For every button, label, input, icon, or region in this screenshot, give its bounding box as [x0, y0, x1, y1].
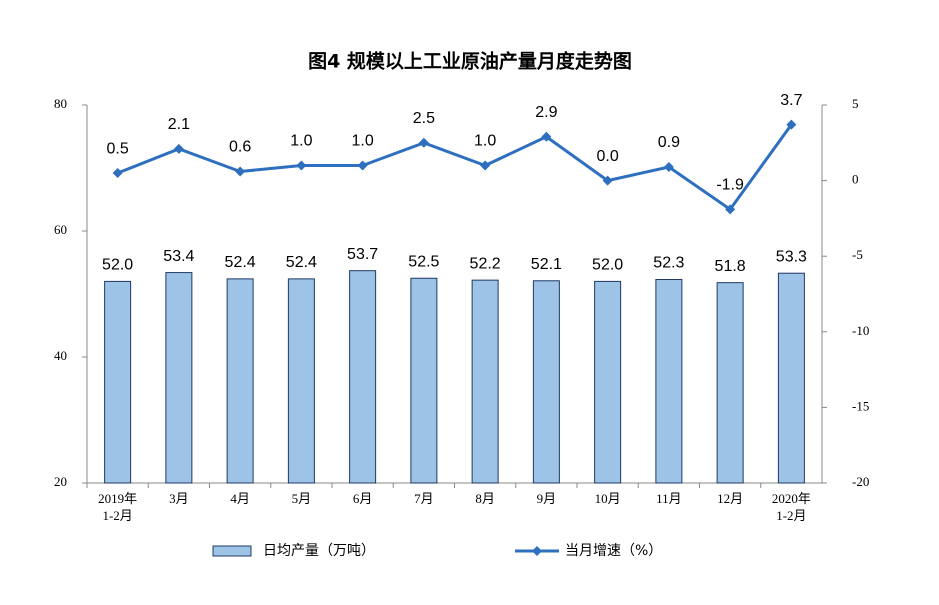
x-tick-label: 7月: [414, 491, 434, 506]
line-value-label: 1.0: [352, 133, 374, 150]
bar: [655, 279, 683, 484]
bar: [471, 279, 499, 484]
y2-tick-label: -10: [852, 323, 869, 338]
x-tick-label: 10月: [595, 491, 621, 506]
line-marker: [112, 168, 123, 179]
line-value-label: 1.0: [290, 133, 312, 150]
x-tick-label: 3月: [169, 491, 189, 506]
line-marker: [663, 161, 674, 172]
line-marker: [418, 137, 429, 148]
bar-value-label: 52.4: [225, 254, 256, 271]
line-value-label: 0.5: [107, 140, 129, 157]
line-value-label: 2.1: [168, 116, 190, 133]
bar: [226, 278, 254, 484]
bar: [410, 277, 438, 484]
bar-value-label: 52.0: [102, 257, 133, 274]
bar: [716, 282, 744, 484]
y-tick-label: 60: [54, 222, 67, 237]
x-tick-label: 8月: [475, 491, 495, 506]
bar-value-label: 52.1: [531, 256, 562, 273]
bar-value-label: 52.2: [470, 255, 501, 272]
x-tick-label: 9月: [537, 491, 557, 506]
legend-label: 日均产量（万吨）: [263, 543, 375, 559]
y2-tick-label: 0: [852, 172, 859, 187]
line-marker: [296, 160, 307, 171]
legend-label: 当月增速（%）: [565, 543, 662, 559]
legend-swatch: [212, 545, 252, 557]
line-marker: [235, 166, 246, 177]
line-marker: [480, 160, 491, 171]
line-marker: [725, 204, 736, 215]
bar-value-label: 52.4: [286, 254, 317, 271]
line-value-label: 2.9: [535, 104, 557, 121]
y2-tick-label: -15: [852, 398, 869, 413]
line-marker: [602, 175, 613, 186]
y-tick-label: 80: [54, 96, 67, 111]
line-value-label: 0.9: [658, 134, 680, 151]
bar: [287, 278, 315, 484]
bar-value-label: 53.7: [347, 246, 378, 263]
x-tick-label: 6月: [353, 491, 373, 506]
line-marker: [173, 143, 184, 154]
line-marker: [786, 119, 797, 130]
bar-value-label: 53.3: [776, 248, 807, 265]
bar: [532, 280, 560, 484]
bar: [349, 270, 377, 484]
line-marker: [357, 160, 368, 171]
bar: [777, 272, 805, 484]
y2-tick-label: 5: [852, 96, 859, 111]
chart-title: 图4 规模以上工业原油产量月度走势图: [308, 50, 632, 73]
line-value-label: 2.5: [413, 110, 435, 127]
line-value-label: 0.6: [229, 139, 251, 156]
y-tick-label: 40: [54, 348, 67, 363]
y-tick-label: 20: [54, 474, 67, 489]
bar-value-label: 52.3: [653, 255, 684, 272]
line-value-label: 0.0: [597, 148, 619, 165]
bar: [165, 272, 193, 484]
y2-tick-label: -20: [852, 474, 869, 489]
bar-value-label: 52.5: [408, 253, 439, 270]
x-tick-label: 4月: [230, 491, 250, 506]
x-tick-label: 2020年 1-2月: [772, 491, 811, 523]
legend-marker: [532, 546, 542, 556]
line-value-label: -1.9: [716, 177, 744, 194]
bar-value-label: 53.4: [163, 248, 194, 265]
line-value-label: 1.0: [474, 133, 496, 150]
bar: [104, 280, 132, 484]
bar-value-label: 51.8: [715, 258, 746, 275]
x-tick-label: 11月: [656, 491, 682, 506]
y2-tick-label: -5: [852, 247, 863, 262]
x-tick-label: 5月: [292, 491, 312, 506]
bar-value-label: 52.0: [592, 257, 623, 274]
x-tick-label: 2019年 1-2月: [98, 491, 137, 523]
line-marker: [541, 131, 552, 142]
bar: [594, 280, 622, 484]
line: [117, 123, 793, 212]
line-value-label: 3.7: [780, 92, 802, 109]
x-tick-label: 12月: [717, 491, 743, 506]
